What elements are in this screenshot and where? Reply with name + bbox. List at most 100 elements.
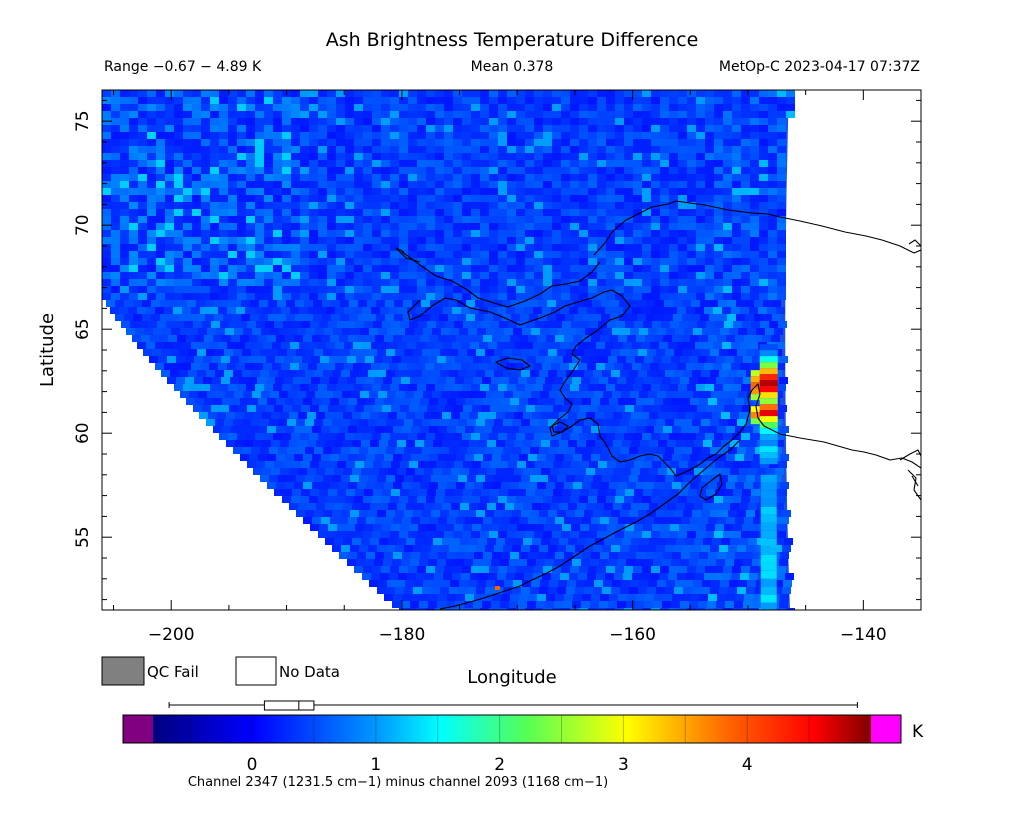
swath-pixel xyxy=(463,461,472,468)
swath-pixel xyxy=(777,279,786,286)
swath-pixel xyxy=(471,118,480,125)
swath-pixel xyxy=(174,209,183,216)
swath-pixel xyxy=(591,398,600,405)
swath-pixel xyxy=(705,188,714,195)
swath-pixel xyxy=(192,111,201,118)
swath-pixel xyxy=(476,510,485,517)
swath-pixel xyxy=(714,153,723,160)
swath-pixel xyxy=(291,251,300,258)
swath-pixel xyxy=(300,216,309,223)
swath-pixel xyxy=(786,97,795,104)
swath-pixel xyxy=(156,244,165,251)
swath-pixel xyxy=(696,132,705,139)
swath-pixel xyxy=(309,90,318,97)
swath-pixel xyxy=(444,125,453,132)
swath-pixel xyxy=(597,265,606,272)
swath-pixel xyxy=(552,125,561,132)
swath-pixel xyxy=(485,510,494,517)
swath-pixel xyxy=(662,601,671,608)
swath-pixel xyxy=(280,440,289,447)
swath-pixel xyxy=(183,223,192,230)
swath-pixel xyxy=(651,174,660,181)
swath-pixel xyxy=(201,167,210,174)
swath-pixel xyxy=(504,391,513,398)
swath-pixel xyxy=(210,188,219,195)
swath-pixel xyxy=(628,300,637,307)
swath-pixel xyxy=(642,104,651,111)
swath-pixel xyxy=(755,510,764,517)
swath-pixel xyxy=(345,272,354,279)
swath-pixel xyxy=(453,608,462,610)
swath-pixel xyxy=(426,195,435,202)
swath-pixel xyxy=(352,412,361,419)
swath-pixel xyxy=(777,160,786,167)
swath-pixel xyxy=(327,216,336,223)
swath-pixel xyxy=(327,132,336,139)
swath-pixel xyxy=(756,328,765,335)
swath-pixel xyxy=(715,321,724,328)
swath-pixel xyxy=(619,300,628,307)
swath-pixel xyxy=(102,202,111,209)
swath-pixel xyxy=(384,454,393,461)
swath-pixel xyxy=(102,132,111,139)
swath-pixel xyxy=(651,195,660,202)
swath-pixel xyxy=(345,125,354,132)
swath-pixel xyxy=(545,559,554,566)
swath-pixel xyxy=(534,251,543,258)
swath-pixel xyxy=(486,391,495,398)
swath-pixel xyxy=(775,538,784,545)
swath-pixel xyxy=(660,97,669,104)
swath-pixel xyxy=(291,202,300,209)
swath-pixel xyxy=(633,237,642,244)
swath-pixel xyxy=(466,314,475,321)
swath-pixel xyxy=(586,468,595,475)
swath-pixel xyxy=(435,132,444,139)
swath-pixel xyxy=(627,517,636,524)
swath-pixel xyxy=(264,258,273,265)
swath-pixel xyxy=(386,587,395,594)
swath-pixel xyxy=(201,174,210,181)
swath-pixel xyxy=(369,328,378,335)
swath-pixel xyxy=(669,97,678,104)
swath-pixel xyxy=(651,223,660,230)
swath-pixel xyxy=(381,251,390,258)
swath-pixel xyxy=(219,230,228,237)
swath-pixel xyxy=(389,342,398,349)
swath-pixel xyxy=(287,370,296,377)
swath-pixel xyxy=(421,300,430,307)
swath-pixel xyxy=(363,223,372,230)
swath-pixel xyxy=(192,132,201,139)
swath-pixel xyxy=(669,230,678,237)
swath-pixel xyxy=(129,153,138,160)
swath-pixel xyxy=(642,258,651,265)
swath-pixel xyxy=(496,468,505,475)
swath-pixel xyxy=(555,454,564,461)
swath-pixel xyxy=(656,447,665,454)
swath-pixel xyxy=(573,517,582,524)
swath-pixel xyxy=(579,104,588,111)
swath-pixel xyxy=(465,594,474,601)
swath-pixel xyxy=(300,97,309,104)
swath-pixel xyxy=(462,139,471,146)
swath-pixel xyxy=(686,363,695,370)
swath-pixel xyxy=(490,524,499,531)
swath-pixel xyxy=(554,377,563,384)
swath-pixel xyxy=(397,538,406,545)
swath-pixel xyxy=(377,545,386,552)
swath-pixel xyxy=(300,132,309,139)
swath-pixel xyxy=(165,244,174,251)
swath-pixel xyxy=(615,181,624,188)
swath-pixel xyxy=(210,146,219,153)
swath-pixel xyxy=(426,188,435,195)
swath-pixel xyxy=(629,587,638,594)
swath-pixel xyxy=(282,272,291,279)
swath-pixel xyxy=(120,216,129,223)
swath-pixel xyxy=(611,349,620,356)
swath-pixel xyxy=(678,167,687,174)
swath-pixel xyxy=(174,160,183,167)
swath-pixel xyxy=(616,321,625,328)
swath-pixel xyxy=(498,111,507,118)
swath-pixel xyxy=(476,545,485,552)
swath-pixel xyxy=(417,132,426,139)
swath-pixel xyxy=(156,146,165,153)
